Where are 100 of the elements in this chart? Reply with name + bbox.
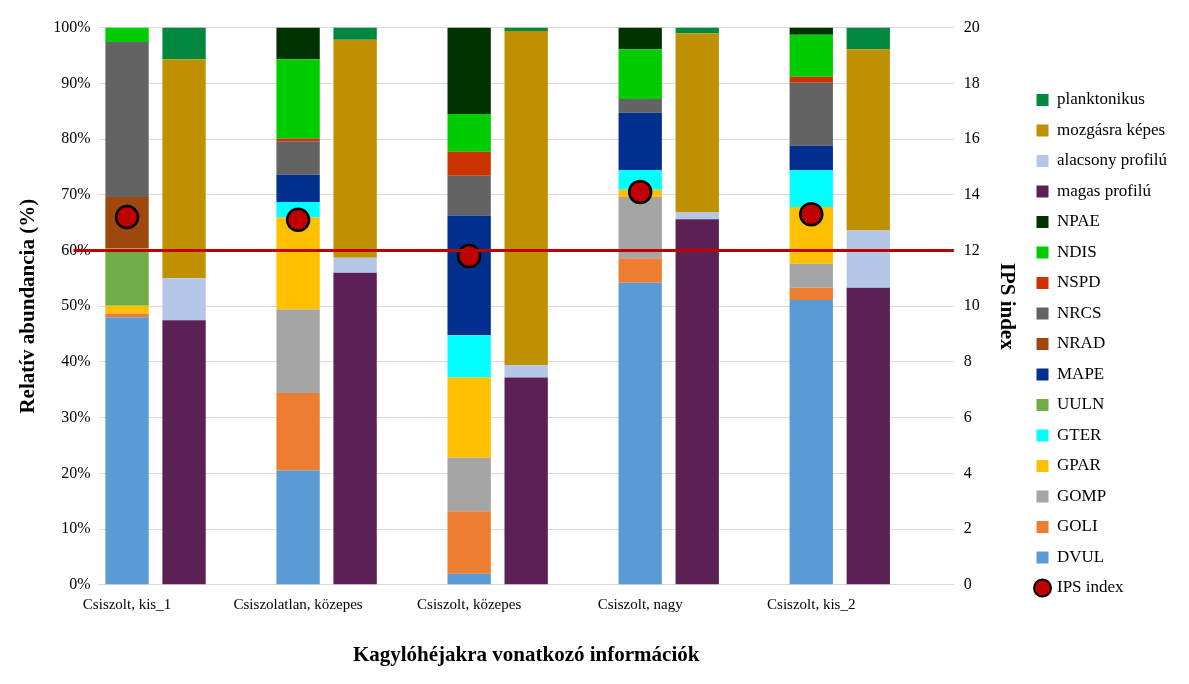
- bar: [447, 457, 491, 512]
- y-tick-label: 20%: [61, 463, 91, 481]
- bar: [618, 196, 662, 259]
- bar: [504, 377, 548, 585]
- x-tick-label: Csiszolatlan, közepes: [233, 595, 363, 612]
- bar: [276, 27, 320, 60]
- bar: [447, 573, 491, 585]
- bar: [276, 174, 320, 202]
- bar: [675, 33, 719, 213]
- bar: [105, 42, 149, 197]
- bar: [789, 170, 833, 208]
- bar: [789, 27, 833, 35]
- y2-tick-label: 4: [963, 463, 972, 481]
- y2-axis-title: IPS index: [995, 262, 1020, 351]
- bar: [789, 82, 833, 146]
- y2-tick-label: 18: [963, 73, 980, 91]
- bar: [504, 30, 548, 366]
- y-tick-label: 40%: [61, 352, 91, 370]
- bar: [276, 393, 320, 471]
- bar: [618, 27, 662, 50]
- bar: [846, 230, 890, 288]
- y-tick-label: 0%: [69, 575, 91, 592]
- bar: [333, 257, 377, 273]
- y2-tick-label: 20: [963, 17, 980, 35]
- y-tick-label: 30%: [61, 407, 91, 425]
- y-axis-title: Relatív abundancia (%): [15, 198, 40, 414]
- bar: [162, 59, 206, 279]
- legend-label: DVUL: [1057, 546, 1105, 566]
- y-tick-label: 70%: [61, 184, 91, 202]
- bar: [276, 309, 320, 394]
- bar: [105, 248, 149, 306]
- bar: [675, 219, 719, 585]
- x-tick-label: Csiszolt, nagy: [597, 595, 684, 612]
- bar: [162, 27, 206, 60]
- y2-tick-label: 10: [963, 296, 980, 314]
- bar: [447, 377, 491, 458]
- y2-tick-label: 16: [963, 129, 980, 147]
- y-tick-label: 90%: [61, 73, 91, 91]
- bar: [333, 272, 377, 585]
- x-tick-label: Csiszolt, közepes: [417, 595, 522, 612]
- bar: [105, 313, 149, 318]
- y-tick-label: 100%: [53, 17, 91, 35]
- bar: [618, 49, 662, 99]
- y2-tick-label: 2: [963, 519, 972, 537]
- bar: [447, 511, 491, 574]
- y-tick-label: 80%: [61, 129, 91, 147]
- y2-tick-label: 8: [963, 352, 972, 370]
- legend-label: NRAD: [1057, 333, 1106, 353]
- bar: [846, 49, 890, 231]
- legend-label: UULN: [1057, 394, 1105, 414]
- bar: [618, 112, 662, 171]
- bar: [276, 138, 320, 142]
- bar: [276, 141, 320, 175]
- bar: [162, 278, 206, 321]
- x-axis-title: Kagylóhéjakra vonatkozó információk: [352, 641, 700, 666]
- legend-label: NRCS: [1057, 302, 1102, 322]
- legend-label: GOMP: [1057, 485, 1107, 505]
- bar: [276, 59, 320, 139]
- bar: [618, 282, 662, 585]
- legend-label: GOLI: [1057, 516, 1098, 536]
- legend-label: magas profilú: [1057, 180, 1152, 200]
- bar: [333, 39, 377, 258]
- legend-label: alacsony profilú: [1057, 150, 1168, 170]
- legend-label: GPAR: [1057, 455, 1102, 475]
- bar: [162, 320, 206, 585]
- bar: [504, 365, 548, 378]
- y2-tick-label: 6: [963, 407, 972, 425]
- y2-tick-label: 0: [963, 575, 972, 592]
- bar: [789, 145, 833, 171]
- bar: [276, 470, 320, 585]
- bar: [846, 287, 890, 585]
- legend-label: MAPE: [1057, 363, 1105, 383]
- bar: [447, 175, 491, 216]
- y-tick-label: 10%: [61, 519, 91, 537]
- legend-label: NPAE: [1057, 211, 1100, 231]
- bar: [105, 305, 149, 314]
- bar: [789, 34, 833, 77]
- legend-label: mozgásra képes: [1057, 119, 1166, 139]
- y2-tick-label: 12: [963, 240, 980, 258]
- legend-label: planktonikus: [1057, 89, 1145, 109]
- bar: [105, 317, 149, 585]
- legend-label: IPS index: [1057, 577, 1125, 597]
- y-tick-label: 50%: [61, 296, 91, 314]
- bar: [789, 263, 833, 288]
- bar: [447, 27, 491, 114]
- bar: [333, 27, 377, 40]
- bar: [789, 300, 833, 585]
- bar: [618, 258, 662, 283]
- bar: [618, 98, 662, 113]
- x-tick-label: Csiszolt, kis_1: [82, 595, 172, 612]
- bar: [447, 113, 491, 152]
- bar: [789, 287, 833, 301]
- legend-label: NDIS: [1057, 241, 1097, 261]
- bar: [447, 151, 491, 176]
- bar: [276, 217, 320, 310]
- legend-label: GTER: [1057, 424, 1103, 444]
- bar: [846, 27, 890, 50]
- y2-tick-label: 14: [963, 184, 980, 202]
- bar: [447, 335, 491, 378]
- bar: [105, 27, 149, 43]
